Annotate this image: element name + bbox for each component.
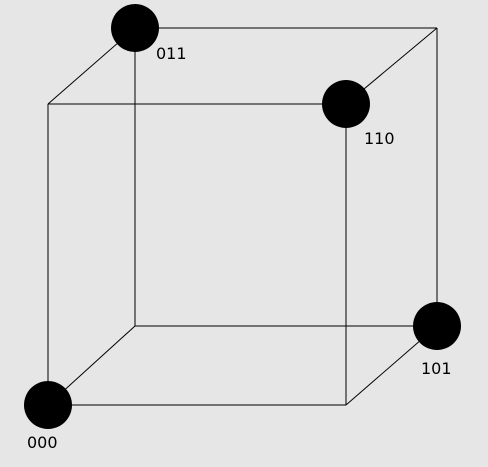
vertex-011: [111, 4, 159, 52]
vertex-110: [322, 80, 370, 128]
vertex-label-110: 110: [364, 129, 395, 148]
vertex-000: [24, 381, 72, 429]
vertex-label-101: 101: [421, 359, 452, 378]
vertex-label-000: 000: [27, 433, 58, 452]
vertex-101: [413, 302, 461, 350]
vertex-label-011: 011: [156, 44, 187, 63]
